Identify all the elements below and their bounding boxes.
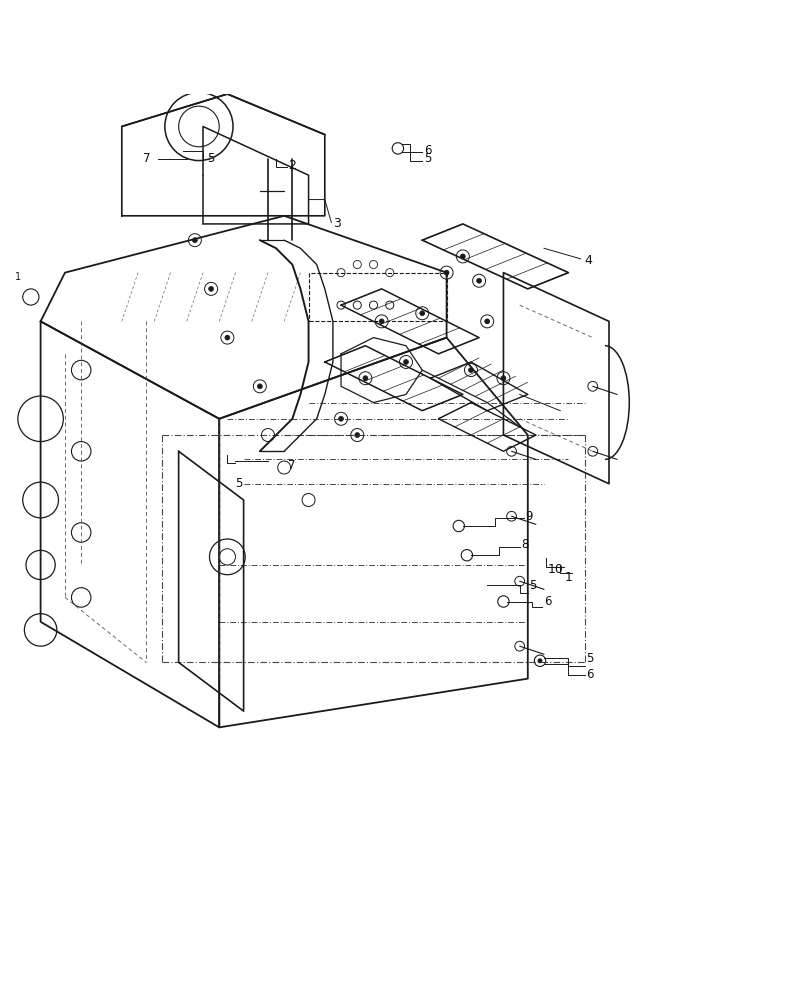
- Text: 10: 10: [547, 563, 564, 576]
- Circle shape: [500, 376, 505, 381]
- Text: 2: 2: [288, 159, 296, 172]
- Text: 6: 6: [586, 668, 593, 681]
- Circle shape: [497, 596, 508, 607]
- Circle shape: [444, 270, 448, 275]
- Circle shape: [353, 301, 361, 309]
- Circle shape: [399, 355, 412, 368]
- Circle shape: [353, 260, 361, 269]
- Text: 9: 9: [525, 510, 532, 523]
- Circle shape: [453, 520, 464, 532]
- Text: 5: 5: [586, 652, 593, 665]
- Circle shape: [354, 433, 359, 437]
- Circle shape: [537, 658, 542, 663]
- Text: 8: 8: [521, 538, 528, 551]
- Circle shape: [506, 511, 516, 521]
- Text: 6: 6: [543, 595, 551, 608]
- Circle shape: [484, 319, 489, 324]
- Text: 5: 5: [529, 579, 536, 592]
- Circle shape: [204, 282, 217, 295]
- Circle shape: [587, 446, 597, 456]
- Circle shape: [363, 376, 367, 381]
- Circle shape: [337, 269, 345, 277]
- Circle shape: [461, 550, 472, 561]
- Circle shape: [188, 234, 201, 247]
- Circle shape: [208, 286, 213, 291]
- Circle shape: [534, 655, 545, 666]
- Circle shape: [468, 368, 473, 373]
- Circle shape: [192, 238, 197, 243]
- Circle shape: [221, 331, 234, 344]
- Circle shape: [385, 269, 393, 277]
- Circle shape: [379, 319, 384, 324]
- Circle shape: [419, 311, 424, 316]
- Circle shape: [506, 446, 516, 456]
- Text: 6: 6: [423, 144, 431, 157]
- Circle shape: [225, 335, 230, 340]
- Circle shape: [456, 250, 469, 263]
- Circle shape: [253, 380, 266, 393]
- Circle shape: [514, 641, 524, 651]
- Circle shape: [385, 301, 393, 309]
- Circle shape: [23, 289, 39, 305]
- Text: 1: 1: [15, 272, 21, 282]
- Circle shape: [392, 143, 403, 154]
- Circle shape: [464, 364, 477, 377]
- Circle shape: [587, 381, 597, 391]
- Circle shape: [369, 301, 377, 309]
- Text: 1: 1: [564, 571, 572, 584]
- Text: 4: 4: [584, 254, 592, 267]
- Circle shape: [460, 254, 465, 259]
- Circle shape: [403, 360, 408, 364]
- Circle shape: [496, 372, 509, 385]
- Text: 5: 5: [207, 152, 214, 165]
- Circle shape: [476, 278, 481, 283]
- Circle shape: [334, 412, 347, 425]
- Circle shape: [480, 315, 493, 328]
- Text: 5: 5: [235, 477, 242, 490]
- Circle shape: [338, 416, 343, 421]
- Circle shape: [415, 307, 428, 320]
- Text: 5: 5: [423, 152, 431, 165]
- Circle shape: [257, 384, 262, 389]
- Circle shape: [337, 301, 345, 309]
- Circle shape: [375, 315, 388, 328]
- Circle shape: [514, 576, 524, 586]
- Circle shape: [369, 260, 377, 269]
- Circle shape: [350, 429, 363, 442]
- Circle shape: [472, 274, 485, 287]
- Text: 7: 7: [143, 152, 150, 165]
- Text: 7: 7: [288, 459, 295, 472]
- Text: 3: 3: [333, 217, 341, 230]
- Circle shape: [358, 372, 371, 385]
- Circle shape: [440, 266, 453, 279]
